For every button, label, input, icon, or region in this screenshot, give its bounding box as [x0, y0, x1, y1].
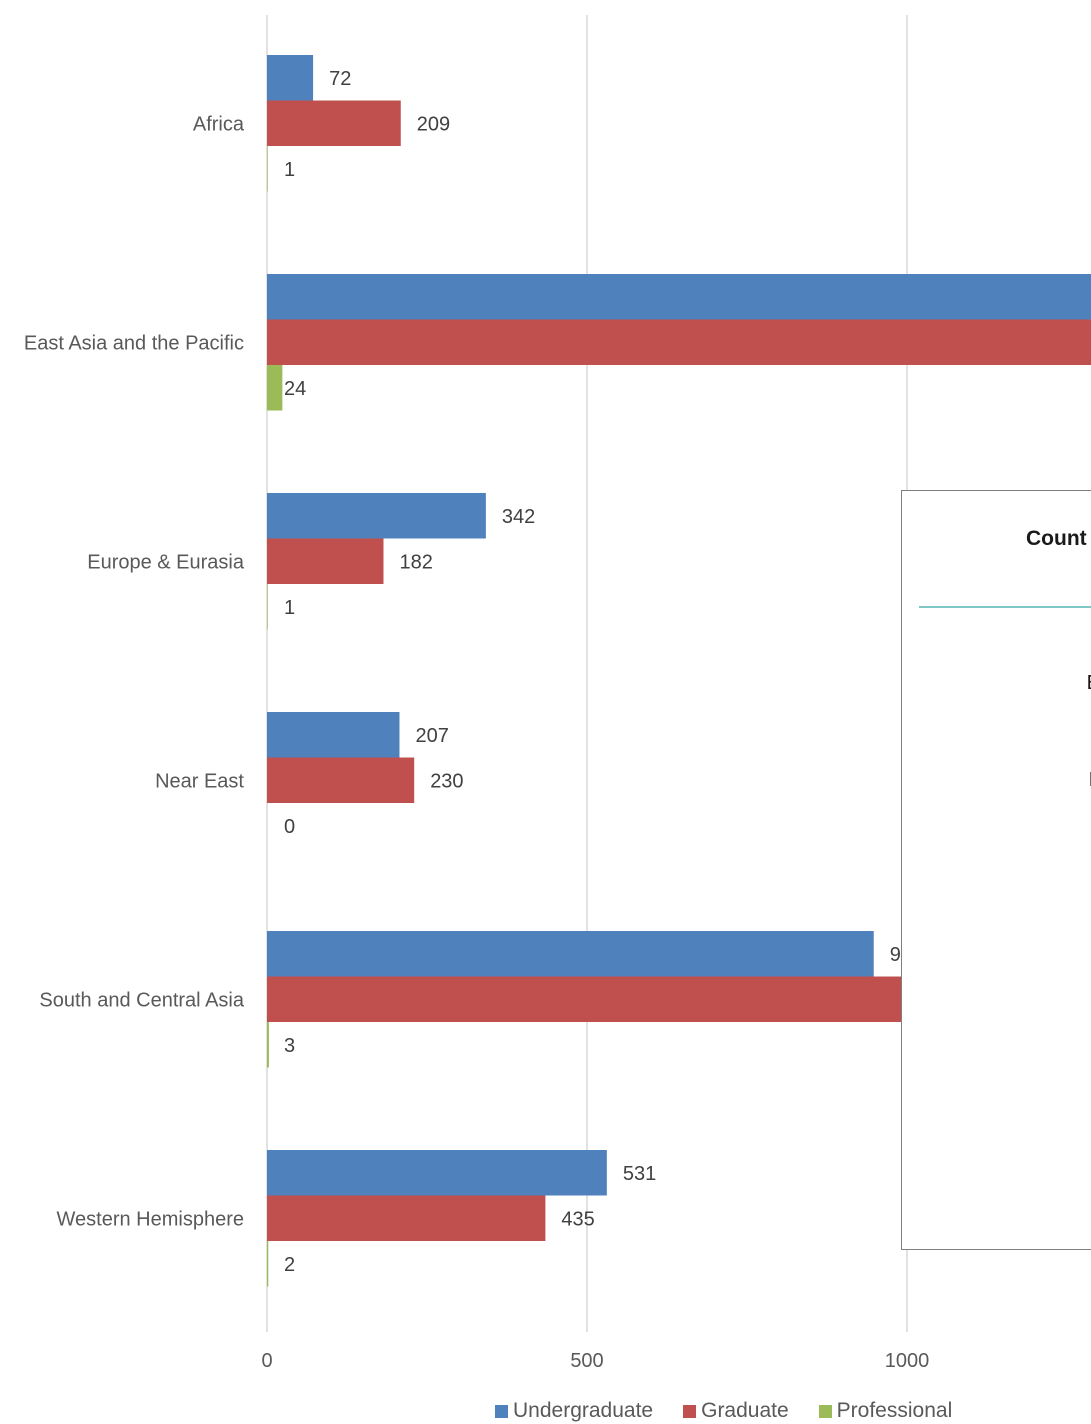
bar-graduate — [267, 319, 1091, 365]
bar-chart: 7220912149194824342182120723009483531435… — [24, 15, 1091, 1372]
legend-label: Professional — [836, 1399, 953, 1422]
table-header-divider — [919, 606, 1091, 608]
legend-swatch — [818, 1404, 832, 1418]
category-label: East Asia and the Pacific — [24, 332, 244, 354]
table-cell-text: East Asia and t — [940, 669, 1091, 697]
table-cell-text: Hemisphe — [940, 1007, 1091, 1035]
bar-graduate — [267, 100, 401, 146]
bar-undergraduate — [267, 274, 1091, 320]
data-label: 209 — [417, 113, 450, 135]
table-row: Unknow — [940, 1074, 1091, 1102]
x-tick-label: 1000 — [885, 1350, 930, 1372]
data-label: 0 — [284, 816, 295, 838]
table-cell-text: Weste — [940, 979, 1091, 1007]
bar-undergraduate — [267, 931, 874, 977]
chart-legend: Undergraduate Graduate Professional — [495, 1398, 952, 1424]
bars — [267, 55, 1091, 1287]
table-cell-text: Near E — [940, 840, 1091, 868]
bar-undergraduate — [267, 712, 400, 758]
bar-graduate — [267, 757, 415, 803]
category-label: South and Central Asia — [39, 989, 244, 1011]
table-cell-text: Unknow — [940, 1074, 1091, 1102]
bar-undergraduate — [267, 1150, 607, 1196]
legend-swatch — [495, 1404, 508, 1418]
table-row: Europe & Eura — [940, 766, 1091, 794]
legend-swatch — [683, 1404, 697, 1418]
table-cell-text: Europe & Eura — [940, 766, 1091, 794]
bar-graduate — [267, 538, 384, 584]
legend-label: Undergraduate — [513, 1399, 654, 1422]
x-tick-label: 0 — [261, 1350, 272, 1372]
table-row-grand-total: Grand To — [940, 1154, 1091, 1182]
legend-item-professional: Professional — [818, 1398, 953, 1424]
bar-professional — [267, 365, 283, 411]
table-cell-text: Central A — [940, 933, 1091, 961]
data-label: 435 — [561, 1208, 594, 1230]
data-label: 182 — [399, 551, 432, 573]
table-row: Near E — [940, 840, 1091, 868]
data-label: 230 — [430, 770, 463, 792]
bar-graduate — [267, 1195, 546, 1241]
data-label: 24 — [284, 378, 306, 400]
table-cell-text: Grand To — [940, 1154, 1091, 1182]
table-cell-text: Afr — [940, 606, 1091, 634]
bar-professional — [267, 146, 268, 192]
data-label: 2 — [284, 1254, 295, 1276]
data-label: 72 — [329, 68, 351, 90]
table-cell-text: South a — [940, 905, 1091, 933]
data-label: 342 — [502, 506, 535, 528]
category-label: Near East — [155, 770, 244, 792]
table-row: WesteHemisphe — [940, 979, 1091, 1035]
legend-item-graduate: Graduate — [683, 1398, 789, 1424]
legend-item-undergraduate: Undergraduate — [495, 1398, 653, 1424]
data-label: 1 — [284, 597, 295, 619]
category-label: Europe & Eurasia — [87, 551, 245, 573]
table-row: Afr — [940, 606, 1091, 634]
category-label: Western Hemisphere — [57, 1208, 244, 1230]
data-label: 1 — [284, 159, 295, 181]
bar-professional — [267, 1241, 269, 1287]
x-axis-ticks: 05001000150020002500 — [261, 1350, 930, 1372]
legend-label: Graduate — [701, 1399, 789, 1422]
x-tick-label: 500 — [570, 1350, 603, 1372]
table-cell-text: Pac — [940, 697, 1091, 725]
bar-undergraduate — [267, 55, 314, 101]
data-label: 531 — [623, 1163, 656, 1185]
table-row: South aCentral A — [940, 905, 1091, 961]
table-row: East Asia and tPac — [940, 669, 1091, 725]
category-labels: Africa East Asia and the Pacific Europe & … — [24, 113, 245, 1230]
table-header: Count — [1026, 527, 1087, 550]
summary-table-panel: Count Afr East Asia and tPac Europe & Eura… — [901, 490, 1091, 1250]
category-label: Africa — [193, 113, 245, 135]
data-label: 3 — [284, 1035, 295, 1057]
bar-undergraduate — [267, 493, 486, 539]
bar-professional — [267, 584, 268, 630]
bar-professional — [267, 1022, 269, 1068]
data-label: 207 — [415, 725, 448, 747]
